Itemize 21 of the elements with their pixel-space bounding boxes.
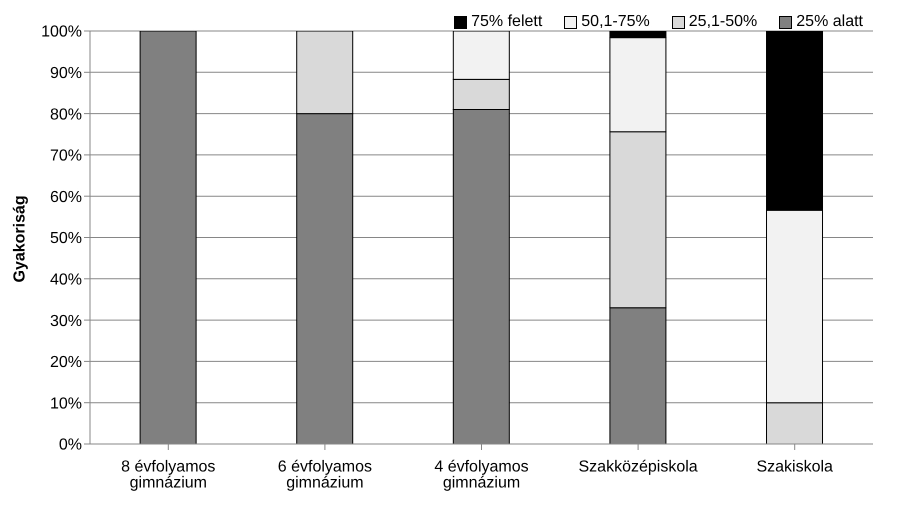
y-tick-label: 70% [50, 148, 82, 165]
y-tick-label: 40% [50, 271, 82, 288]
legend-label: 75% felett [471, 13, 542, 31]
y-tick-label: 0% [58, 436, 82, 454]
x-tick-label: 6 évfolyamos gimnázium [278, 458, 372, 492]
x-tick-label: 8 évfolyamos gimnázium [121, 458, 216, 492]
y-tick-label: 20% [50, 354, 82, 372]
y-tick-label: 10% [50, 395, 82, 412]
legend-label: 50,1-75% [581, 13, 650, 31]
y-tick-label: 90% [50, 64, 82, 82]
legend-label: 25% alatt [796, 13, 863, 31]
legend-label: 25,1-50% [688, 13, 758, 31]
x-tick-label: Szakiskola [756, 458, 834, 476]
x-tick-label: 4 évfolyamos gimnázium [434, 458, 529, 492]
y-axis-title: Gyakoriság [12, 195, 29, 282]
y-tick-label: 30% [50, 312, 82, 330]
y-tick-label: 60% [50, 188, 82, 206]
x-tick-label: Szakközépiskola [578, 458, 698, 476]
y-tick-label: 50% [50, 230, 82, 248]
y-tick-label: 100% [41, 24, 82, 41]
y-tick-label: 80% [50, 106, 82, 124]
